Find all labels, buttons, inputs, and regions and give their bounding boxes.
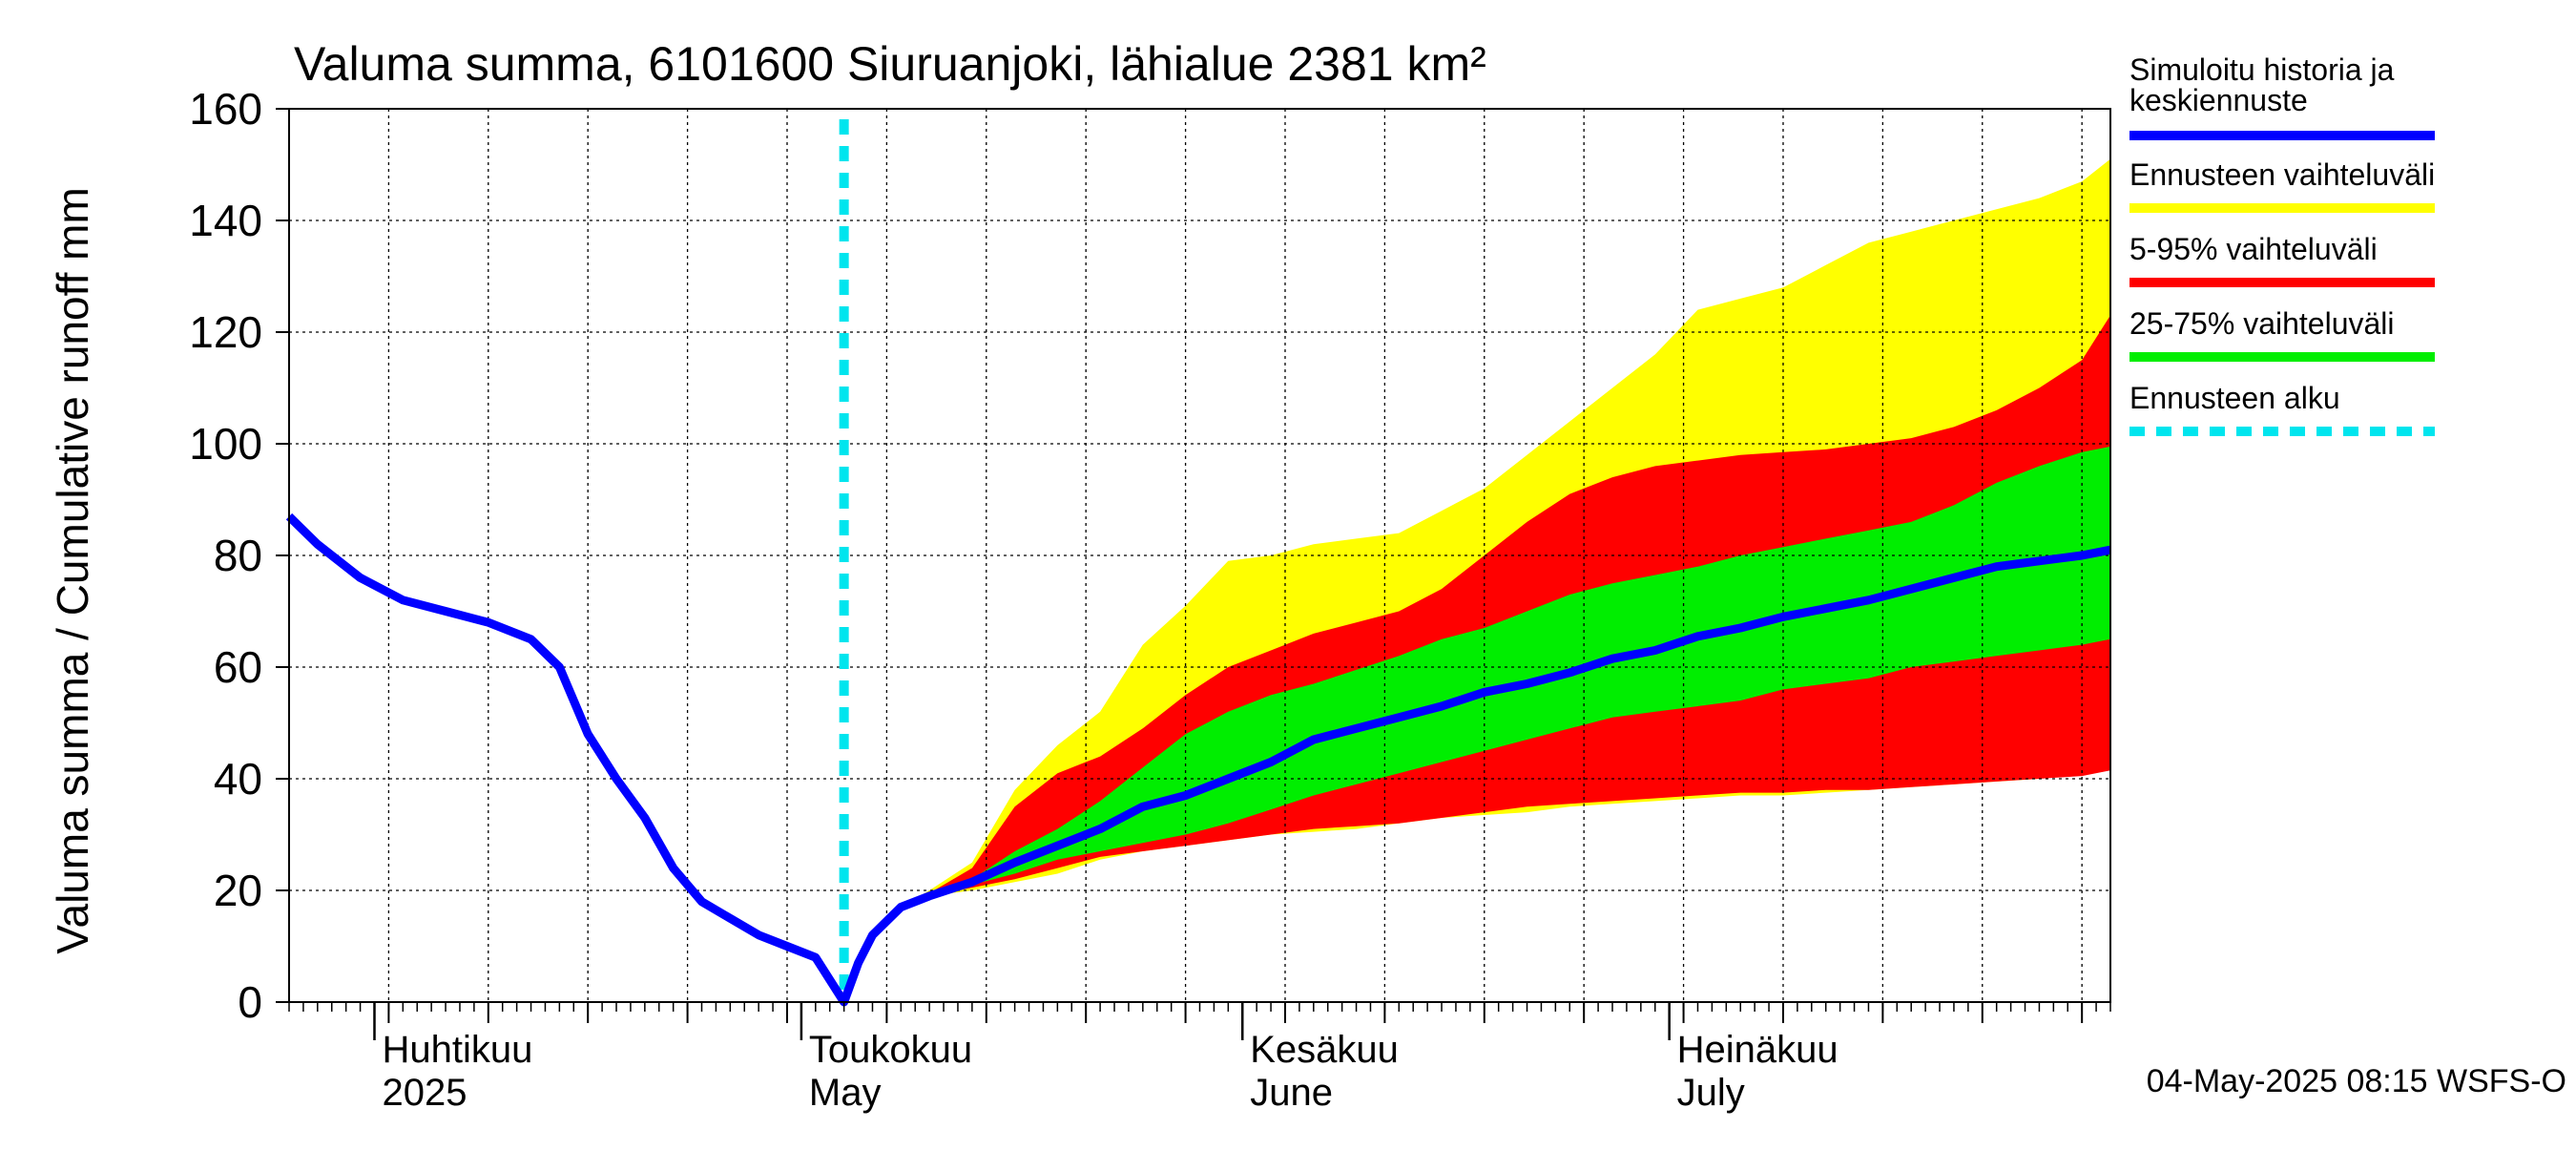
legend-label: Ennusteen alku	[2129, 381, 2340, 415]
month-label-fi: Heinäkuu	[1677, 1029, 1839, 1071]
y-tick-label: 40	[214, 754, 262, 804]
chart-title: Valuma summa, 6101600 Siuruanjoki, lähia…	[294, 37, 1486, 91]
month-label-en: 2025	[382, 1072, 467, 1114]
y-axis-label: Valuma summa / Cumulative runoff mm	[48, 187, 97, 954]
legend-label: Ennusteen vaihteluväli	[2129, 157, 2435, 192]
y-tick-label: 20	[214, 866, 262, 915]
forecast-bands	[843, 158, 2110, 1003]
median-line	[285, 512, 2111, 1007]
month-label-en: May	[809, 1072, 882, 1114]
legend-label: 25-75% vaihteluväli	[2129, 306, 2395, 341]
month-label-fi: Toukokuu	[809, 1029, 972, 1071]
series-lines	[285, 119, 2111, 1007]
y-tick-label: 60	[214, 642, 262, 692]
y-tick-label: 120	[189, 307, 262, 357]
band-25-75	[843, 446, 2110, 1002]
month-label-en: July	[1677, 1072, 1745, 1114]
y-tick-label: 100	[189, 419, 262, 469]
timestamp: 04-May-2025 08:15 WSFS-O	[2147, 1063, 2566, 1099]
month-label-fi: Kesäkuu	[1250, 1029, 1399, 1071]
legend-label: Simuloitu historia ja	[2129, 52, 2395, 87]
y-tick-label: 0	[238, 977, 262, 1027]
month-label-en: June	[1250, 1072, 1333, 1114]
y-tick-label: 140	[189, 196, 262, 245]
month-label-fi: Huhtikuu	[382, 1029, 532, 1071]
y-tick-label: 80	[214, 531, 262, 580]
legend-label: keskiennuste	[2129, 83, 2308, 117]
legend-label: 5-95% vaihteluväli	[2129, 232, 2378, 266]
y-tick-label: 160	[189, 84, 262, 134]
